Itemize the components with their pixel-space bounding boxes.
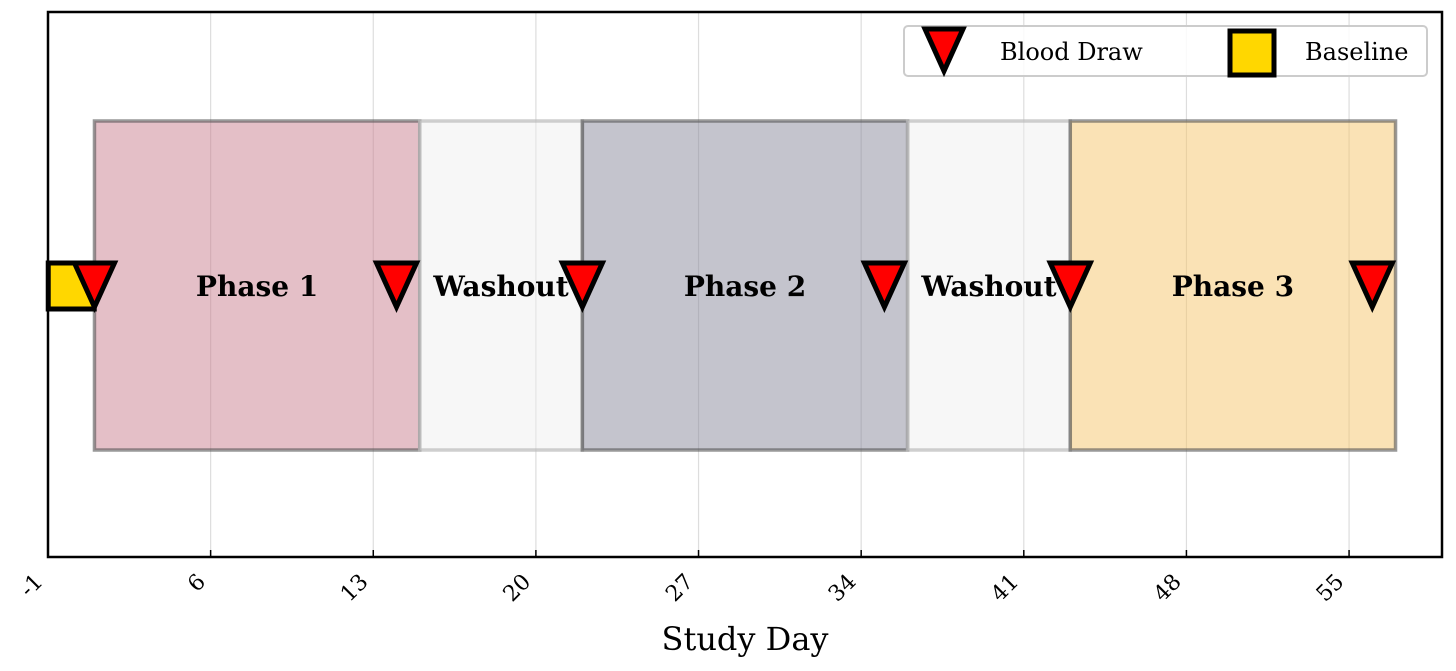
plot-frame [46,10,1444,559]
legend-baseline-label: Baseline [1305,38,1408,66]
washout-bar [905,119,1073,452]
tick-label: -1 [15,570,48,603]
x-axis-title: Study Day [662,620,829,658]
blood-draw-marker [1348,260,1397,314]
legend-blood-draw-label: Blood Draw [1000,38,1143,66]
blood-draw-marker [558,260,607,314]
phase-label: Phase 3 [1172,270,1294,303]
blood-draw-marker [372,260,421,314]
legend-box [903,25,1428,77]
blood-draw-marker [860,260,909,314]
tick-label: 55 [1312,570,1349,607]
x-axis-ticks: -1 6 13 20 27 34 41 48 55 [15,550,1350,607]
blood-draw-markers [70,260,1397,314]
tick-label: 27 [661,570,698,607]
tick-label: 34 [824,570,861,607]
washout-label: Washout [920,270,1056,303]
phase-label: Phase 2 [684,270,806,303]
blood-draw-marker [1046,260,1095,314]
legend: Blood Draw Baseline [903,25,1428,78]
tick-label: 20 [499,570,536,607]
tick-label: 41 [987,570,1024,607]
study-segments [92,119,1398,452]
tick-label: 48 [1149,570,1186,607]
phase-label: Phase 1 [196,270,318,303]
phase-bar [1068,119,1398,452]
segment-labels: Phase 1 Washout Phase 2 Washout Phase 3 [196,270,1294,303]
legend-baseline-marker [1227,28,1277,78]
washout-bar [417,119,585,452]
blood-draw-marker [70,260,119,314]
tick-label: 6 [183,570,211,598]
washout-label: Washout [432,270,568,303]
tick-label: 13 [336,570,373,607]
phase-bar [580,119,910,452]
legend-blood-draw-marker [921,26,967,78]
